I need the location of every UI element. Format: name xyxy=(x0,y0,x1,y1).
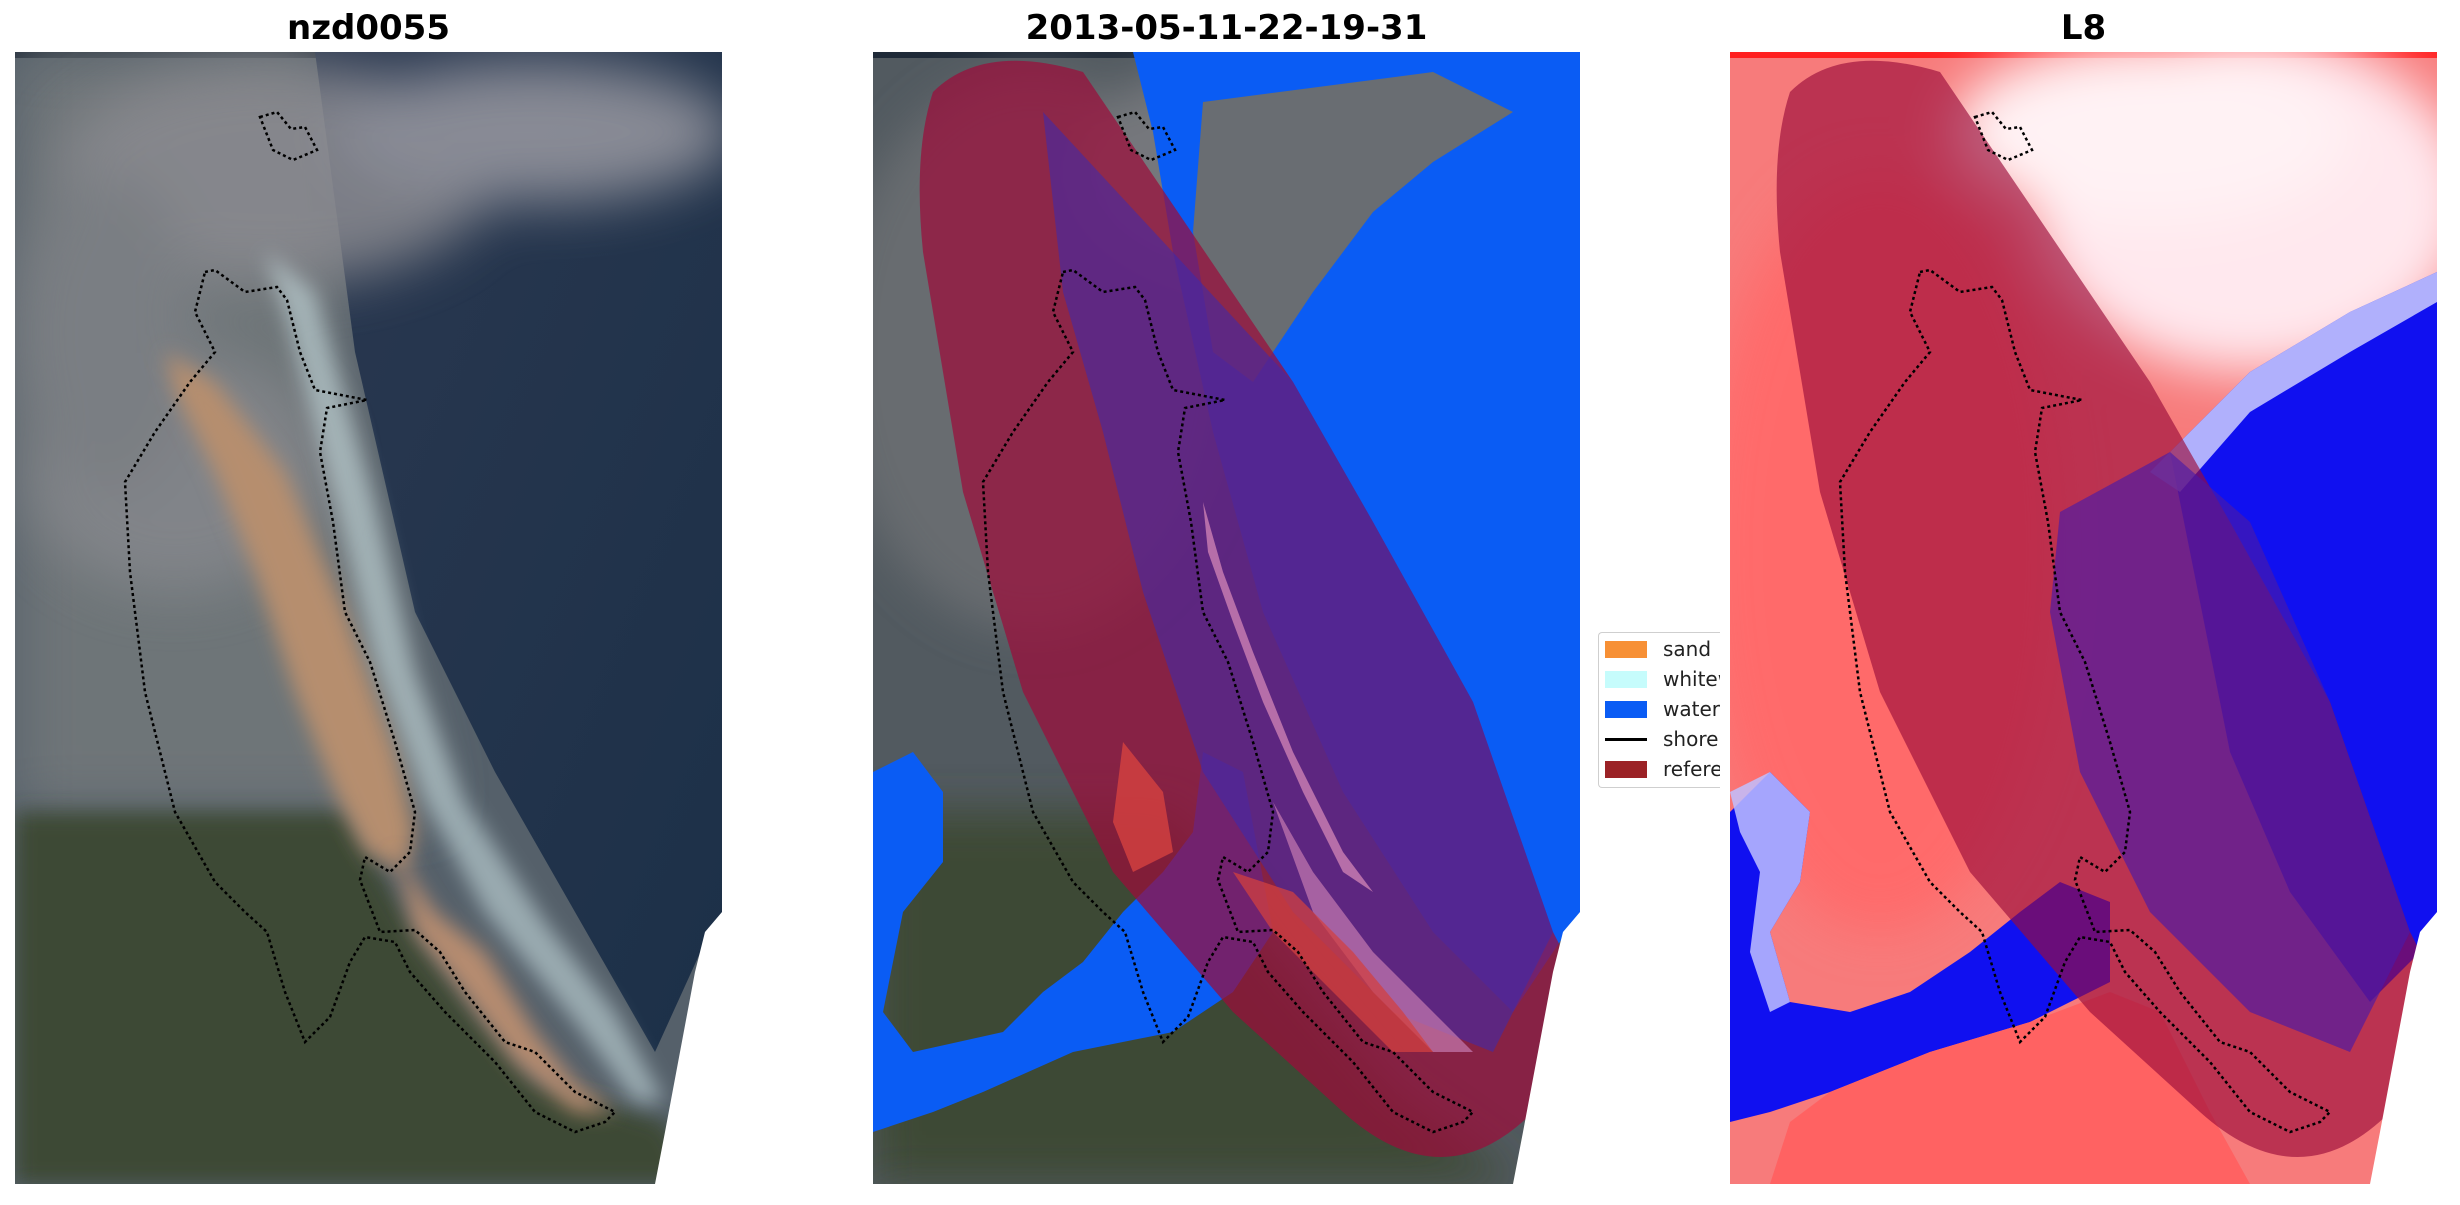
legend-item-water: water xyxy=(1605,697,1720,721)
water-swatch xyxy=(1605,700,1647,718)
panel-title-classified: 2013-05-11-22-19-31 xyxy=(1025,8,1428,48)
panel-title-index: L8 xyxy=(2060,8,2107,48)
rgb-image xyxy=(15,52,722,1184)
panel-title-rgb: nzd0055 xyxy=(287,8,450,48)
legend-item-sand: sand xyxy=(1605,637,1711,661)
classified-image xyxy=(873,52,1580,1184)
legend-item-shoreline: shoreline xyxy=(1605,727,1720,751)
legend-label: shoreline xyxy=(1663,727,1720,751)
legend-item-reference-buffer: reference shoreline buffer xyxy=(1605,757,1720,781)
sand-swatch xyxy=(1605,640,1647,658)
reference-buffer-swatch xyxy=(1605,760,1647,778)
rgb-image-panel xyxy=(15,52,722,1184)
legend-label: water xyxy=(1663,697,1720,721)
legend-label: reference shoreline buffer xyxy=(1663,757,1720,781)
index-image xyxy=(1730,52,2437,1184)
index-image-panel xyxy=(1730,52,2437,1184)
whitewater-swatch xyxy=(1605,670,1647,688)
legend-label: sand xyxy=(1663,637,1712,661)
classified-image-panel xyxy=(873,52,1580,1184)
shoreline-line-swatch xyxy=(1605,737,1647,741)
